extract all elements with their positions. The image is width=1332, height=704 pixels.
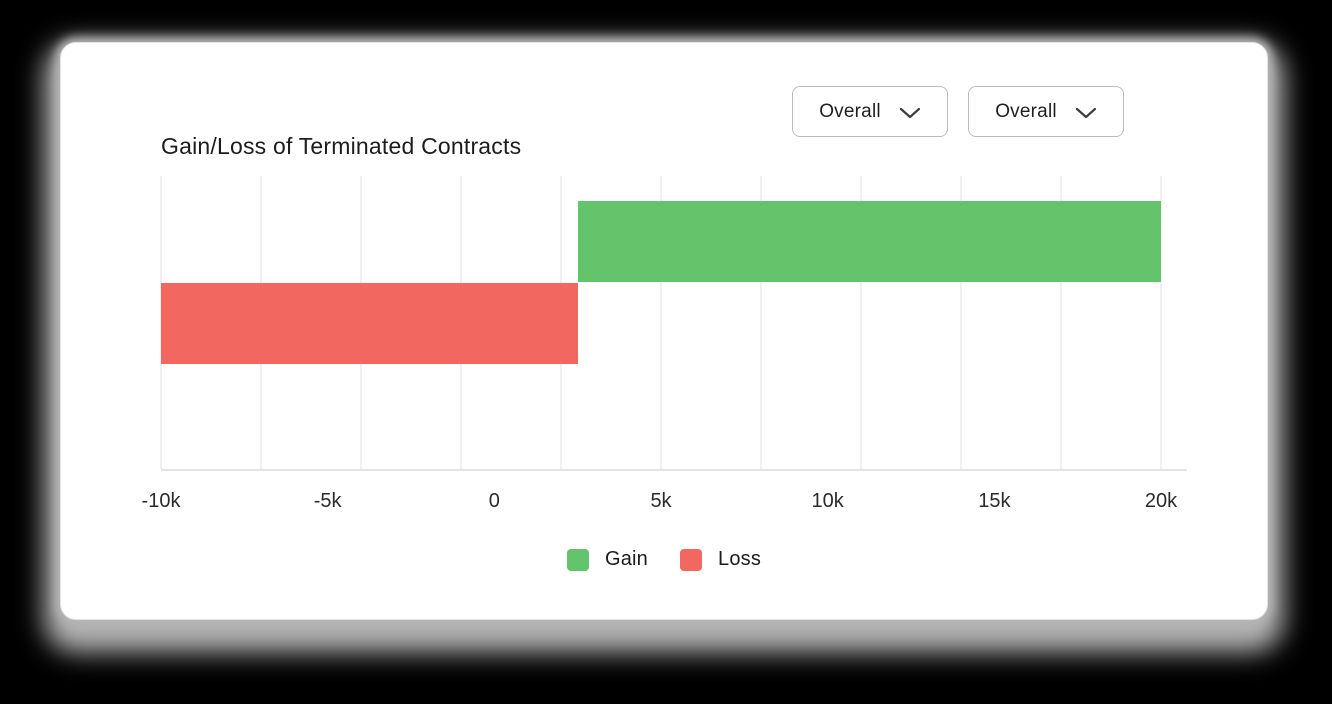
- filter-dropdown-primary-value: Overall: [819, 100, 881, 122]
- bar-gain[interactable]: [577, 201, 1161, 282]
- gridline: [1060, 176, 1062, 469]
- chart-title: Gain/Loss of Terminated Contracts: [161, 133, 522, 159]
- x-tick-label: 10k: [811, 490, 844, 512]
- legend-item-gain[interactable]: Gain: [566, 548, 648, 571]
- x-tick-label: 15k: [978, 490, 1011, 512]
- legend-label-gain: Gain: [604, 548, 648, 570]
- gridline: [660, 176, 662, 469]
- plot-grid: [160, 176, 1162, 469]
- loss-swatch-icon: [680, 548, 702, 571]
- gridline: [860, 176, 862, 469]
- x-tick-label: 5k: [650, 490, 672, 512]
- chevron-down-icon: [1075, 107, 1097, 119]
- legend-label-loss: Loss: [718, 548, 762, 570]
- x-tick-label: -10k: [141, 490, 181, 512]
- gain-swatch-icon: [566, 548, 589, 571]
- chevron-down-icon: [899, 107, 921, 119]
- gridline: [760, 176, 762, 469]
- chart-card: Gain/Loss of Terminated Contracts Overal…: [60, 42, 1268, 620]
- gridline: [960, 176, 962, 469]
- legend-item-loss[interactable]: Loss: [680, 548, 761, 571]
- bar-loss[interactable]: [161, 283, 578, 364]
- filter-group: Overall Overall: [792, 86, 1124, 137]
- gridline: [1160, 176, 1162, 469]
- filter-dropdown-secondary-value: Overall: [995, 100, 1057, 122]
- x-axis-labels: -10k -5k 0 5k 10k 15k 20k: [142, 489, 1178, 513]
- plot-area: [160, 176, 1187, 471]
- filter-dropdown-primary[interactable]: Overall: [792, 86, 948, 137]
- x-tick-label: 0: [488, 490, 500, 512]
- filter-dropdown-secondary[interactable]: Overall: [968, 86, 1124, 137]
- x-tick-label: -5k: [313, 490, 342, 512]
- legend: Gain Loss: [61, 548, 1267, 571]
- x-tick-label: 20k: [1144, 490, 1178, 512]
